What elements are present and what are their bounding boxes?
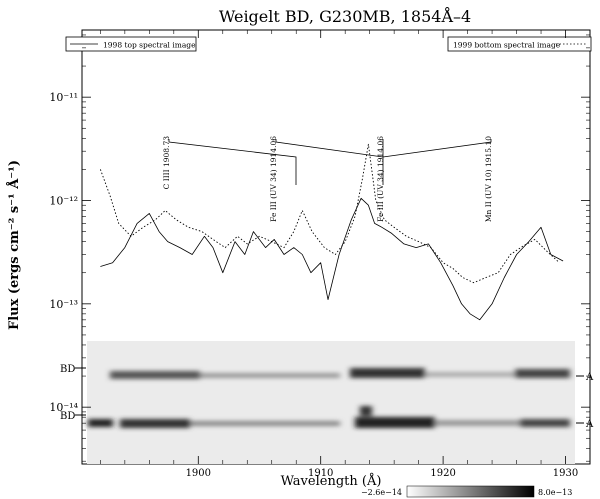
image-background <box>87 341 575 464</box>
legend-left-label: 1998 top spectral image <box>103 41 196 50</box>
legend-right: 1999 bottom spectral image <box>447 36 592 52</box>
legend-right-box <box>447 36 592 52</box>
y-tick-label: 10⁻¹¹ <box>49 91 78 104</box>
line-annotations: C IIII 1908.73 Fe III (UV 34) 1914.06 Fe… <box>162 136 493 222</box>
colorbar-min-label: −2.6e−14 <box>361 488 402 497</box>
colorbar: −2.6e−14 8.0e−13 <box>361 485 572 498</box>
series-line-1999 <box>99 143 560 284</box>
colorbar-max-label: 8.0e−13 <box>538 488 572 497</box>
annotation-fe-iii-2: Fe III (UV 34) 1914.06 <box>376 136 385 222</box>
image-labels: BD BD A A <box>60 364 594 430</box>
spectral-image-panel <box>87 341 575 464</box>
image-streaks <box>88 368 570 428</box>
y-tick-label: 10⁻¹⁴ <box>49 401 78 414</box>
x-tick-label: 1920 <box>430 468 455 479</box>
annotation-leader-c-iii <box>168 139 297 185</box>
y-axis-label: Flux (ergs cm⁻² s⁻¹ Å⁻¹) <box>6 160 22 330</box>
y-tick-label: 10⁻¹³ <box>49 298 78 311</box>
annotation-fe-iii-1: Fe III (UV 34) 1914.06 <box>269 136 278 222</box>
data-series <box>99 143 564 321</box>
chart-title: Weigelt BD, G230MB, 1854Å–4 <box>219 6 471 26</box>
legend-left-box <box>65 36 197 52</box>
legend-left: 1998 top spectral image <box>65 36 197 52</box>
annotation-mn-ii: Mn II (UV 10) 1915.10 <box>484 136 493 222</box>
x-tick-label: 1910 <box>308 468 333 479</box>
series-line-1998 <box>100 197 564 321</box>
image-label-left-bottom: BD <box>60 411 75 422</box>
colorbar-gradient <box>406 485 535 498</box>
x-axis-label: Wavelength (Å) <box>281 473 382 489</box>
annotation-leader-fe-iii-1 <box>275 139 384 185</box>
image-label-right-bottom: A <box>585 419 594 430</box>
annotation-c-iii: C IIII 1908.73 <box>162 136 171 190</box>
axis-ticks: 1900 1910 1920 1930 10⁻¹⁴ 10⁻¹³ 10⁻¹² 10⁻¹¹ <box>49 30 591 479</box>
x-tick-label: 1900 <box>186 468 211 479</box>
image-label-right-top: A <box>585 372 594 383</box>
image-label-left-top: BD <box>60 364 75 375</box>
legend-right-label: 1999 bottom spectral image <box>453 41 561 50</box>
y-tick-label: 10⁻¹² <box>49 195 78 208</box>
annotation-leader-mn-ii <box>382 139 492 158</box>
x-tick-label: 1930 <box>553 468 578 479</box>
